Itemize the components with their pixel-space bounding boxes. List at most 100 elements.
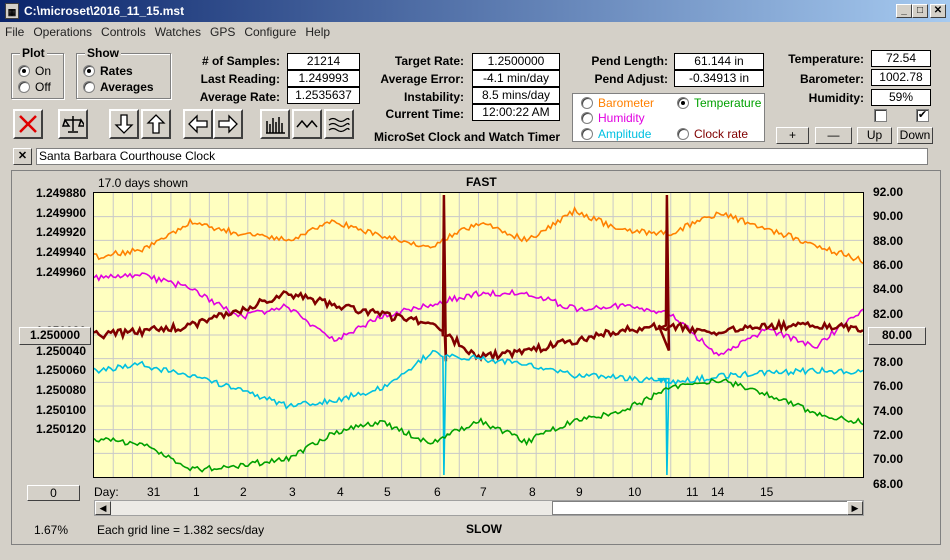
wave-button[interactable] (292, 109, 322, 139)
left-tick-label: 1.250060 (35, 363, 86, 378)
right-tick-label: 82.00 (873, 306, 904, 321)
arrow-left-icon (188, 114, 208, 134)
down-button[interactable]: Down (897, 127, 933, 144)
minus-button[interactable]: — (815, 127, 852, 144)
average-error-label: Average Error: (380, 72, 464, 86)
arrow-down-button[interactable] (109, 109, 139, 139)
arrow-up-button[interactable] (141, 109, 171, 139)
menu-bar: File Operations Controls Watches GPS Configur… (0, 22, 950, 42)
menu-operations[interactable]: Operations (33, 25, 93, 39)
right-tick-label: 78.00 (873, 355, 904, 370)
radio-rates-indicator[interactable] (83, 65, 95, 77)
average-rate-field: 1.2535637 (287, 87, 360, 104)
radio-humidity-indicator[interactable] (581, 112, 593, 124)
left-tick-label: 1.250080 (35, 383, 86, 397)
close-window-button[interactable]: ✕ (930, 4, 946, 18)
pend-adjust-field: -0.34913 in (674, 70, 764, 87)
right-tick-label: 86.00 (873, 257, 904, 272)
show-rates-radio[interactable]: Rates (83, 63, 133, 79)
arrow-left-button[interactable] (183, 109, 213, 139)
checkbox-2[interactable]: ✔ (916, 109, 929, 122)
bar-graph-button[interactable] (260, 109, 290, 139)
day-label: Day: (94, 485, 119, 499)
day-tick-label: 9 (576, 485, 583, 499)
maximize-button[interactable]: □ (912, 4, 928, 18)
left-tick-label: 1.250100 (35, 402, 86, 417)
wave-icon (296, 119, 318, 129)
sensor-barometer-radio[interactable]: Barometer (581, 95, 654, 111)
fast-label: FAST (466, 175, 497, 189)
plot-on-radio[interactable]: On (18, 63, 51, 79)
horizontal-scrollbar[interactable]: ◀ ▶ (94, 500, 864, 516)
plot-on-label: On (35, 64, 52, 78)
menu-gps[interactable]: GPS (209, 25, 236, 39)
plot-group: Plot On Off (11, 46, 64, 99)
series-line-amplitude (93, 349, 864, 476)
sensor-clockrate-radio[interactable]: Clock rate (677, 126, 748, 142)
clear-button[interactable] (13, 109, 43, 139)
clear-x-icon (19, 115, 37, 133)
left-tick-label: 1.250120 (35, 422, 86, 437)
close-clock-button[interactable]: ✕ (13, 148, 32, 165)
sensor-humidity-radio[interactable]: Humidity (581, 110, 645, 126)
zero-button[interactable]: 0 (27, 485, 80, 501)
percent-label: 1.67% (34, 523, 69, 537)
minimize-button[interactable]: _ (896, 4, 912, 18)
center-temp-button[interactable]: 80.00 (868, 327, 926, 345)
series-line-barometer (93, 205, 864, 265)
sensor-amplitude-radio[interactable]: Amplitude (581, 126, 651, 142)
menu-configure[interactable]: Configure (244, 25, 297, 39)
sensor-barometer-label: Barometer (598, 96, 655, 110)
instability-field: 8.5 mins/day (472, 87, 560, 104)
up-button[interactable]: Up (857, 127, 892, 144)
show-rates-label: Rates (100, 64, 133, 78)
left-tick-label: 1.249940 (35, 245, 86, 260)
radio-temperature-indicator[interactable] (677, 97, 689, 109)
arrow-right-button[interactable] (213, 109, 243, 139)
show-averages-label: Averages (100, 80, 154, 94)
sensor-amplitude-label: Amplitude (598, 127, 652, 141)
scroll-thumb[interactable] (552, 501, 848, 515)
menu-help[interactable]: Help (305, 25, 331, 39)
temperature-label: Temperature: (788, 52, 864, 66)
balance-scale-icon (62, 116, 84, 133)
sensor-temperature-radio[interactable]: Temperature (677, 95, 761, 111)
scroll-right-arrow-icon[interactable]: ▶ (847, 501, 863, 515)
plot-off-label: Off (35, 80, 51, 94)
day-tick-label: 15 (760, 485, 774, 499)
plot-group-legend: Plot (20, 46, 47, 60)
samples-field: 21214 (287, 53, 360, 70)
show-averages-radio[interactable]: Averages (83, 79, 154, 95)
right-tick-label: 88.00 (873, 233, 904, 248)
right-tick-label: 84.00 (873, 282, 904, 297)
day-tick-label: 3 (289, 485, 296, 499)
menu-watches[interactable]: Watches (154, 25, 201, 39)
plus-button[interactable]: + (776, 127, 809, 144)
day-tick-label: 2 (240, 485, 247, 499)
days-shown-label: 17.0 days shown (98, 176, 189, 190)
sensor-temperature-label: Temperature (694, 96, 762, 110)
radio-barometer-indicator[interactable] (581, 97, 593, 109)
calculator-icon: ▦ (5, 3, 19, 19)
samples-label: # of Samples: (201, 54, 280, 68)
slow-label: SLOW (466, 522, 502, 536)
radio-clockrate-indicator[interactable] (677, 128, 689, 140)
last-reading-label: Last Reading: (200, 72, 280, 86)
radio-off-indicator[interactable] (18, 81, 30, 93)
center-rate-button[interactable]: 1.250000 (19, 327, 91, 345)
radio-on-indicator[interactable] (18, 65, 30, 77)
plot-off-radio[interactable]: Off (18, 79, 51, 95)
show-group-legend: Show (85, 46, 121, 60)
sensor-select-box: Barometer Temperature Humidity Amplitude… (572, 93, 765, 142)
checkbox-1[interactable] (874, 109, 887, 122)
menu-file[interactable]: File (5, 25, 25, 39)
radio-averages-indicator[interactable] (83, 81, 95, 93)
clock-name-field[interactable]: Santa Barbara Courthouse Clock (36, 148, 928, 165)
right-tick-label: 70.00 (873, 452, 904, 467)
balance-button[interactable] (58, 109, 88, 139)
menu-controls[interactable]: Controls (101, 25, 146, 39)
multi-wave-button[interactable] (324, 109, 354, 139)
scroll-left-arrow-icon[interactable]: ◀ (95, 501, 111, 515)
day-tick-label: 8 (529, 485, 536, 499)
radio-amplitude-indicator[interactable] (581, 128, 593, 140)
